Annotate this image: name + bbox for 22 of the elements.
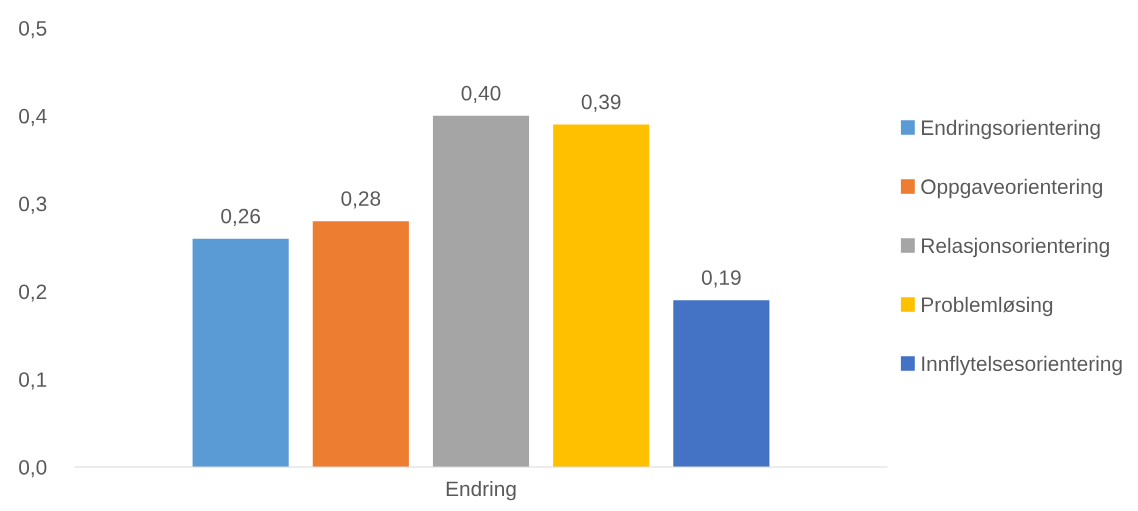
y-tick-label: 0,4 <box>19 108 47 127</box>
legend-label: Problemløsing <box>922 296 1053 317</box>
bar <box>553 124 650 467</box>
legend-label: Oppgaveorientering <box>921 178 1102 199</box>
y-tick-label: 0,0 <box>19 460 47 478</box>
data-label: 0,26 <box>221 208 261 226</box>
data-label: 0,19 <box>701 270 741 288</box>
bar <box>432 115 530 467</box>
legend-label: Endringsorientering <box>922 119 1100 140</box>
legend-label: Relasjonsorientering <box>922 237 1109 258</box>
bar <box>312 221 409 467</box>
data-label: 0,28 <box>341 191 381 209</box>
legend-label: Innflytelsesorientering <box>922 355 1122 376</box>
bar <box>673 300 770 467</box>
data-label: 0,39 <box>581 94 621 112</box>
data-label: 0,40 <box>461 85 501 104</box>
y-tick-label: 0,1 <box>19 372 47 390</box>
y-tick-label: 0,3 <box>19 196 47 214</box>
x-tick-label: Endring <box>446 480 516 501</box>
y-tick-label: 0,5 <box>19 21 47 39</box>
bar <box>192 238 289 467</box>
y-tick-label: 0,2 <box>19 284 47 302</box>
